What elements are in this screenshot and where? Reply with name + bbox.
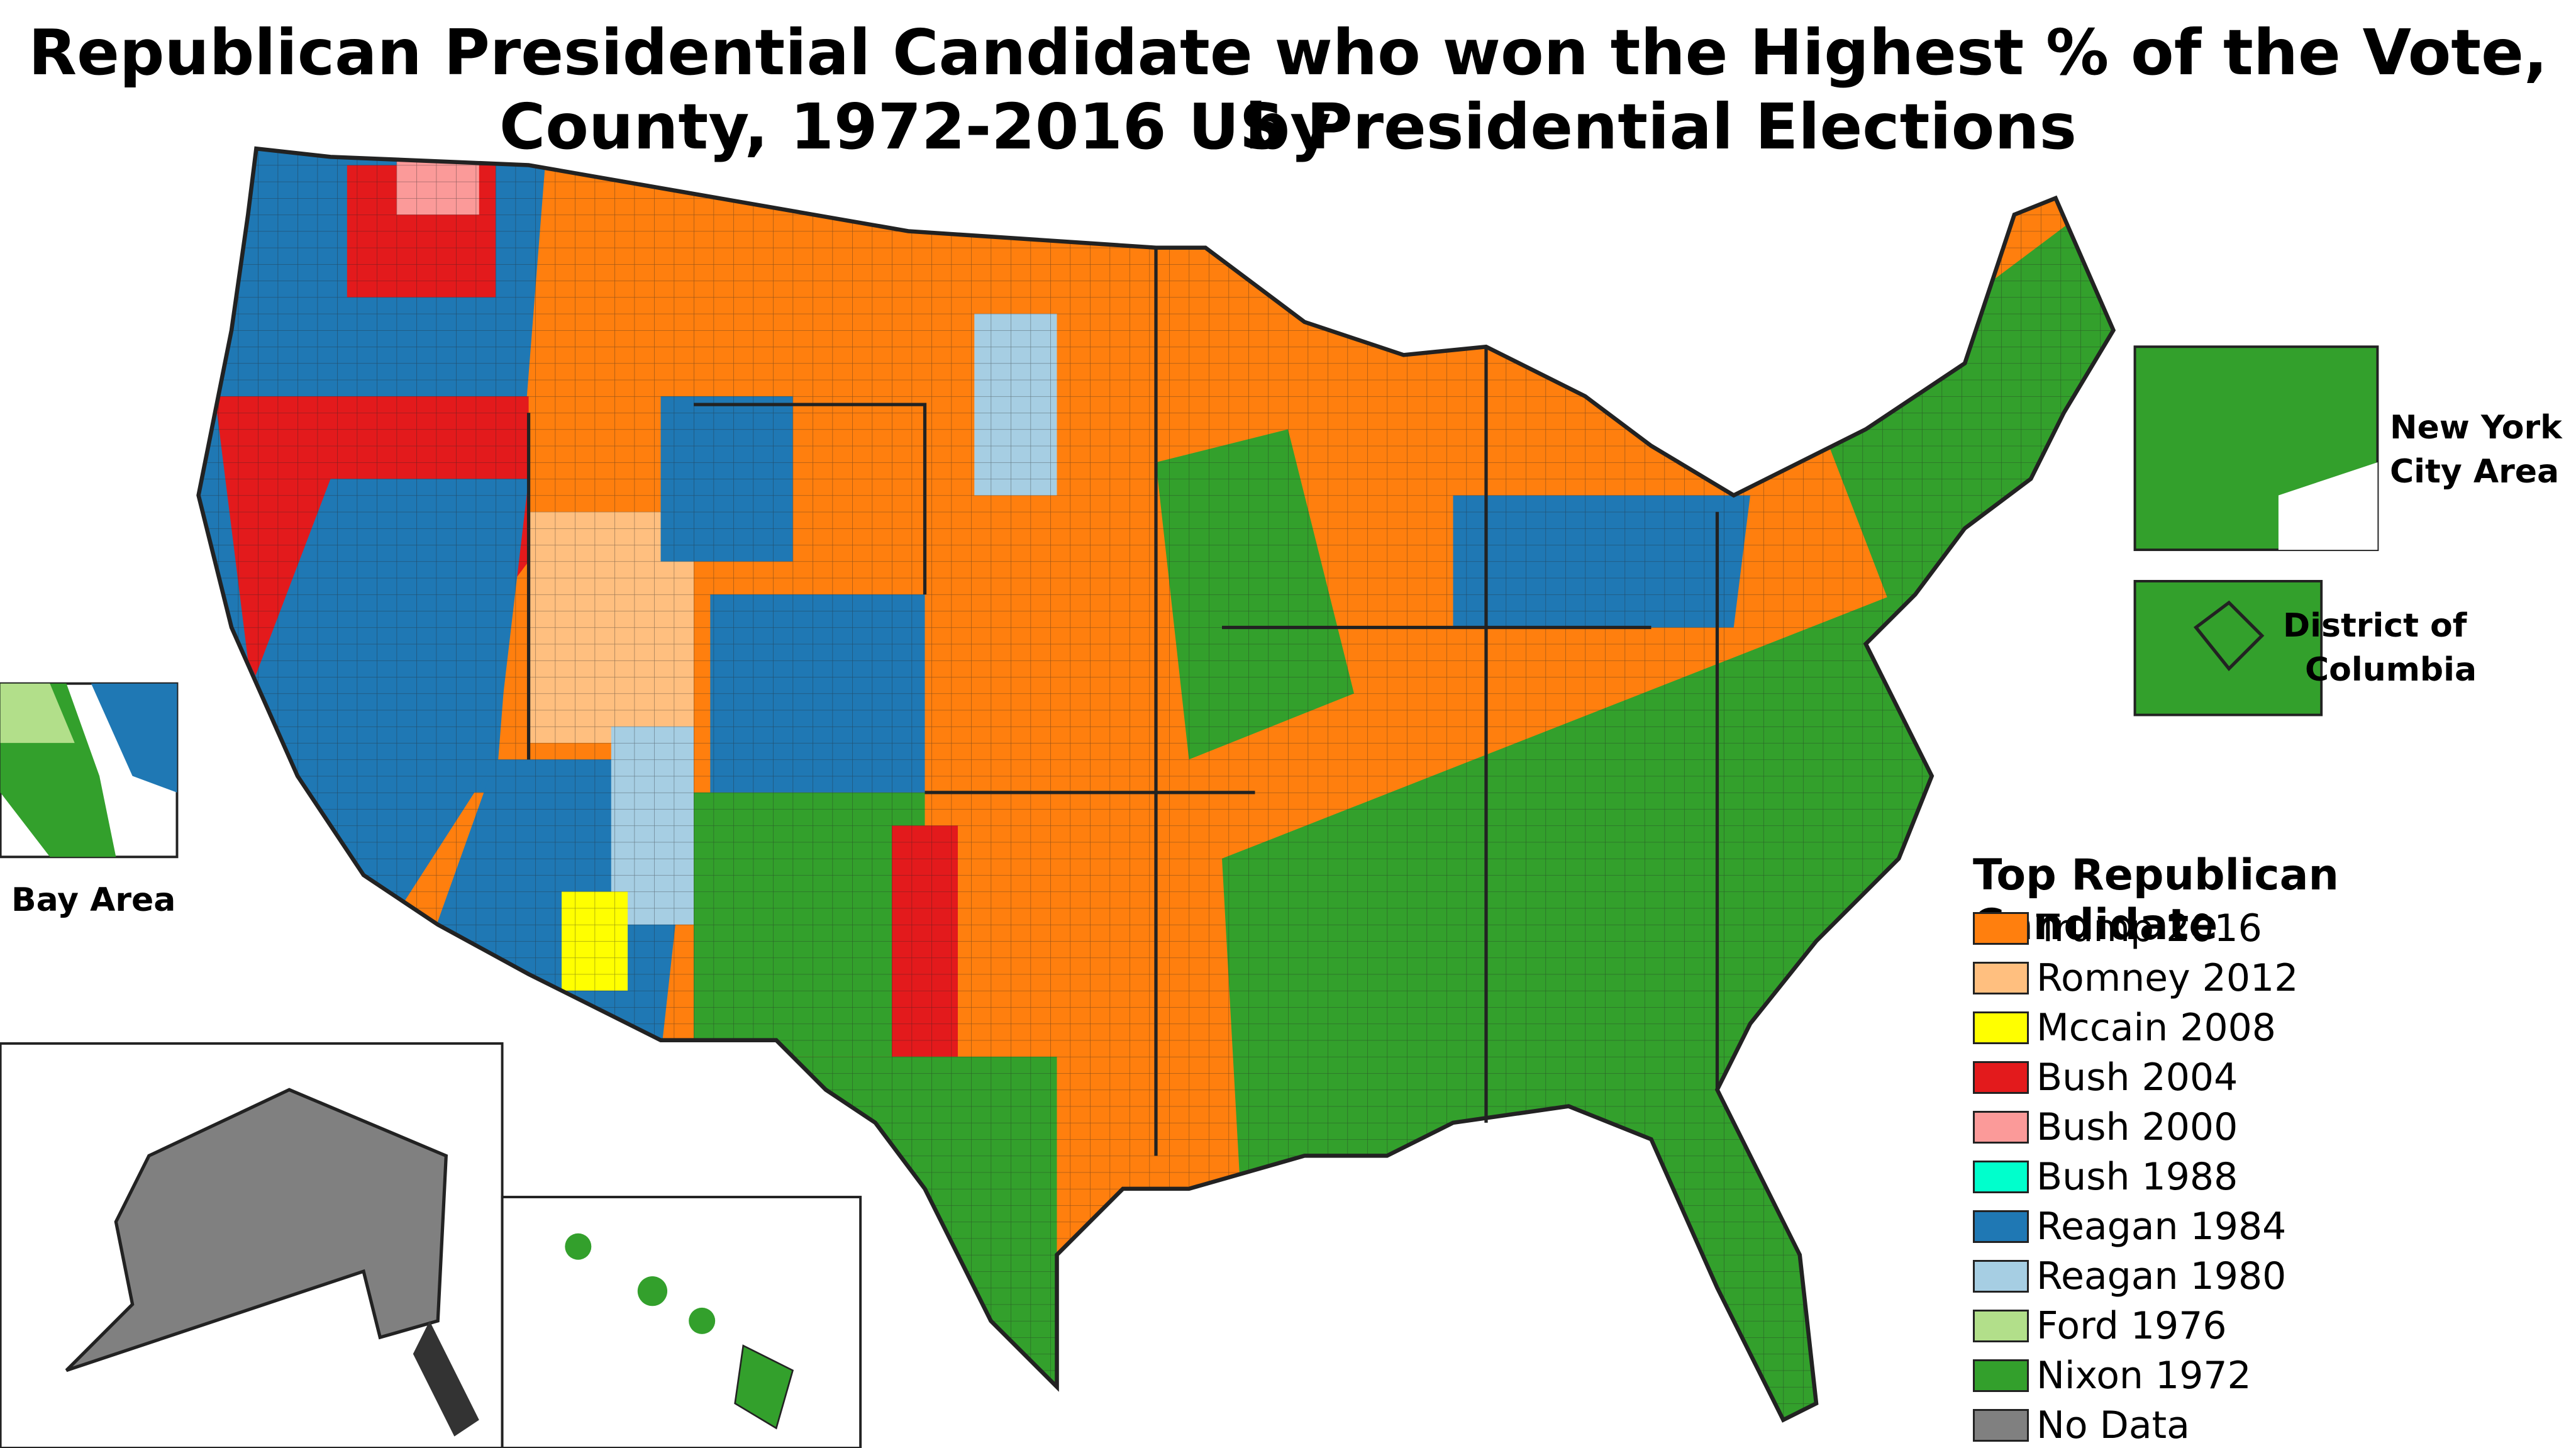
legend-label: Reagan 1984 [2036,1205,2287,1249]
legend-swatch [1973,1011,2029,1044]
legend-swatch [1973,1310,2029,1342]
legend-label: Bush 2004 [2036,1055,2238,1100]
legend-item: Bush 2000 [1973,1105,2238,1149]
title-line: County, 1972-2016 US Presidential Electi… [499,90,2077,164]
legend-label: Bush 1988 [2036,1155,2238,1199]
legend-item: Romney 2012 [1973,956,2299,1000]
legend-swatch [1973,1161,2029,1193]
legend-swatch [1973,1061,2029,1094]
legend-item: Mccain 2008 [1973,1006,2276,1050]
legend-item: Trump 2016 [1973,906,2262,950]
inset-label: City Area [2390,453,2560,491]
legend-item: Reagan 1980 [1973,1254,2287,1298]
legend-item: Nixon 1972 [1973,1354,2251,1398]
legend-swatch [1973,1409,2029,1442]
legend-label: Romney 2012 [2036,956,2299,1000]
legend-label: No Data [2036,1403,2190,1447]
legend-label: Ford 1976 [2036,1304,2227,1348]
legend-item: Ford 1976 [1973,1304,2227,1348]
legend-item: Bush 1988 [1973,1155,2238,1199]
legend-swatch [1973,962,2029,994]
legend-label: Reagan 1980 [2036,1254,2287,1298]
legend-label: Nixon 1972 [2036,1354,2251,1398]
legend-label: Trump 2016 [2036,906,2262,950]
legend-label: Mccain 2008 [2036,1006,2276,1050]
legend-swatch [1973,912,2029,945]
inset-label: New York [2390,409,2562,447]
legend-label: Bush 2000 [2036,1105,2238,1149]
state-borders [526,247,1719,1156]
inset-label: District of [2283,607,2467,645]
inset-alaska [0,1042,504,1448]
inset-nyc [2133,345,2379,552]
legend-item: Bush 2004 [1973,1055,2238,1100]
legend-item: Reagan 1984 [1973,1205,2286,1249]
legend-swatch [1973,1359,2029,1392]
inset-hawaii [501,1196,862,1448]
legend-swatch [1973,1111,2029,1144]
inset-bay [0,682,179,859]
inset-label: Columbia [2305,651,2477,689]
title-line: Republican Presidential Candidate who wo… [28,16,2548,164]
inset-label: Bay Area [11,881,176,919]
legend-swatch [1973,1260,2029,1293]
legend-item: No Data [1973,1403,2190,1447]
inset-dc [2133,579,2323,716]
legend-swatch [1973,1210,2029,1243]
